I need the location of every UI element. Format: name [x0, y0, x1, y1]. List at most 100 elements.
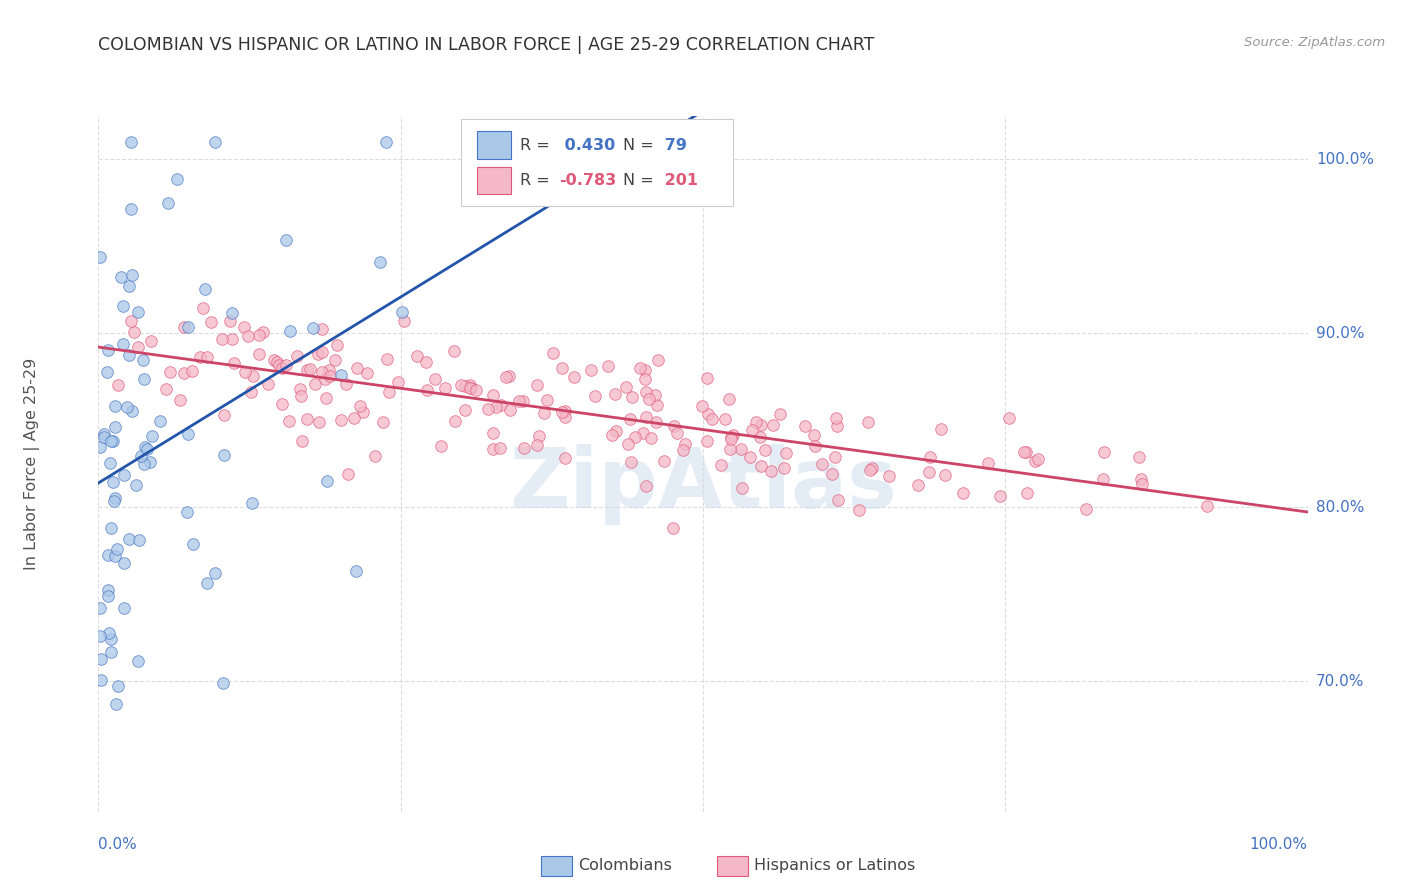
Text: 90.0%: 90.0%: [1316, 326, 1364, 341]
Point: [195, 575, 218, 590]
Point: [335, 377, 357, 392]
Point: [236, 328, 259, 343]
Point: [295, 363, 318, 377]
Point: [745, 415, 768, 429]
Point: [100, 632, 122, 646]
Point: [775, 445, 797, 459]
Point: [1024, 454, 1046, 468]
Point: [579, 363, 602, 377]
Point: [647, 353, 669, 368]
Point: [135, 442, 157, 456]
Point: [132, 372, 155, 386]
FancyBboxPatch shape: [461, 120, 734, 206]
Point: [222, 356, 245, 370]
Point: [713, 411, 735, 425]
Point: [423, 371, 446, 385]
Point: [93, 430, 115, 444]
Point: [336, 467, 359, 481]
Point: [907, 478, 929, 492]
Point: [697, 408, 720, 422]
Point: [89, 601, 111, 615]
Point: [98, 456, 121, 470]
Point: [271, 361, 294, 376]
Point: [1130, 472, 1153, 486]
Point: [952, 486, 974, 500]
Point: [120, 135, 142, 149]
Point: [731, 481, 754, 495]
Point: [121, 404, 143, 418]
Point: [141, 429, 163, 443]
Point: [104, 420, 127, 434]
Text: 100.0%: 100.0%: [1250, 837, 1308, 852]
Point: [134, 440, 156, 454]
Point: [429, 439, 451, 453]
Point: [443, 344, 465, 359]
Point: [636, 479, 658, 493]
Point: [173, 320, 195, 334]
Point: [644, 388, 666, 402]
Point: [98, 626, 121, 640]
Point: [319, 369, 342, 384]
Point: [212, 448, 235, 462]
Point: [551, 360, 574, 375]
Point: [103, 494, 125, 508]
Point: [89, 440, 111, 454]
Point: [450, 377, 472, 392]
Point: [825, 419, 848, 434]
Point: [247, 347, 270, 361]
Point: [533, 406, 555, 420]
Point: [232, 320, 254, 334]
Point: [1012, 445, 1035, 459]
Point: [263, 352, 285, 367]
Text: 80.0%: 80.0%: [1316, 500, 1364, 515]
Point: [97, 343, 120, 358]
Point: [104, 491, 127, 505]
Point: [204, 135, 226, 149]
Text: ZipAtlas: ZipAtlas: [509, 444, 897, 525]
Point: [291, 434, 314, 449]
Point: [346, 361, 368, 376]
Point: [793, 419, 815, 434]
Point: [132, 352, 155, 367]
Point: [596, 359, 619, 373]
Point: [276, 233, 298, 247]
Point: [673, 437, 696, 451]
Point: [349, 399, 371, 413]
Point: [111, 337, 134, 351]
Point: [112, 556, 135, 570]
Text: 70.0%: 70.0%: [1316, 673, 1364, 689]
Text: N =: N =: [623, 138, 659, 153]
Point: [920, 450, 942, 464]
Point: [477, 402, 499, 417]
FancyBboxPatch shape: [477, 167, 510, 194]
Point: [690, 400, 713, 414]
Point: [1130, 477, 1153, 491]
Point: [762, 418, 785, 433]
Point: [628, 360, 651, 375]
Point: [100, 645, 122, 659]
Point: [156, 195, 179, 210]
Point: [311, 365, 333, 379]
Point: [482, 442, 505, 456]
Point: [551, 405, 574, 419]
Point: [554, 404, 576, 418]
Text: 0.430: 0.430: [560, 138, 616, 153]
Point: [285, 349, 308, 363]
Point: [614, 380, 637, 394]
Text: Colombians: Colombians: [578, 858, 672, 872]
Point: [318, 363, 340, 377]
Point: [97, 582, 120, 597]
Point: [118, 278, 141, 293]
Point: [672, 442, 695, 457]
Point: [266, 355, 288, 369]
Point: [267, 359, 290, 373]
Point: [352, 405, 374, 419]
Point: [177, 320, 200, 334]
Point: [929, 422, 952, 436]
Point: [740, 450, 762, 464]
Point: [326, 338, 349, 352]
Point: [311, 344, 333, 359]
Point: [90, 673, 112, 688]
Point: [221, 332, 243, 346]
Text: 100.0%: 100.0%: [1316, 152, 1374, 167]
